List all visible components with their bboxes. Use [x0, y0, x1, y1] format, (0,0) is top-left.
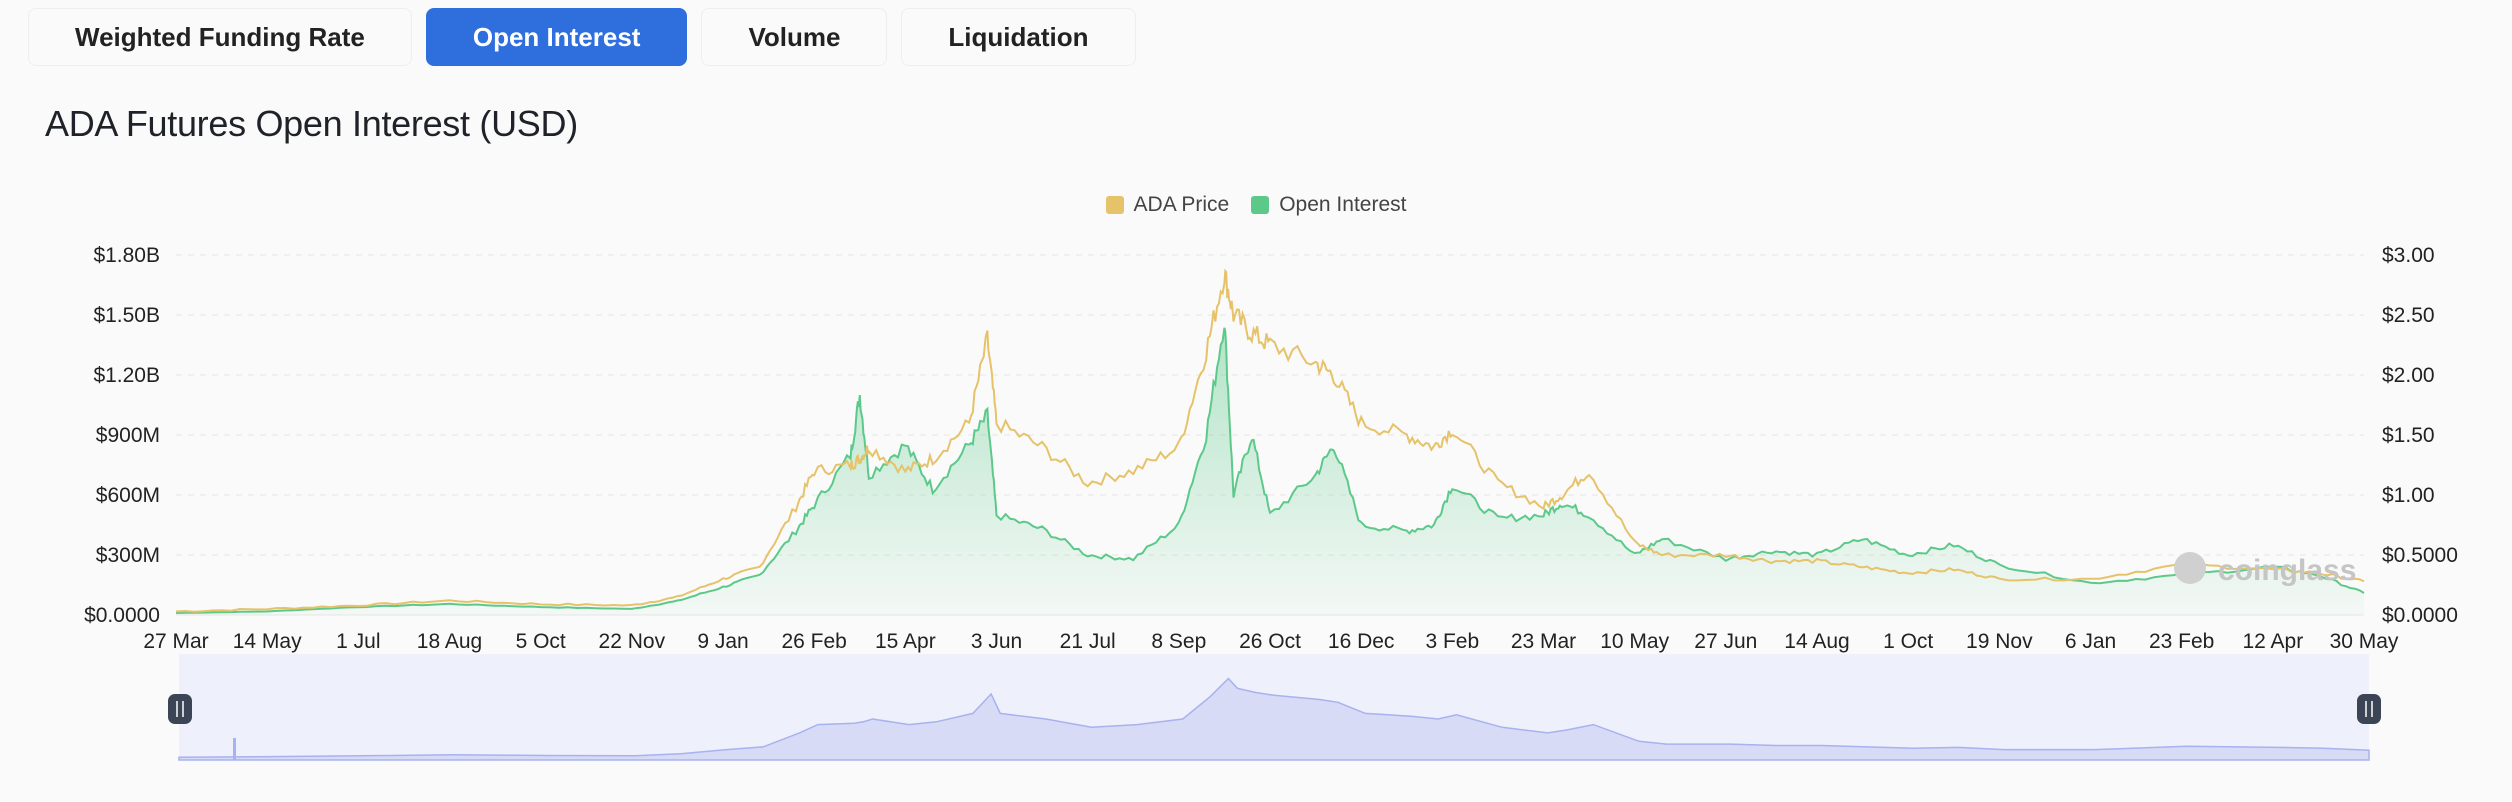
- x-tick-label: 10 May: [1600, 630, 1669, 653]
- x-tick-label: 21 Jul: [1060, 630, 1116, 653]
- x-tick-label: 26 Feb: [781, 630, 846, 653]
- y-left-tick-label: $1.20B: [93, 364, 160, 387]
- tab-weighted-funding-rate[interactable]: Weighted Funding Rate: [28, 8, 412, 66]
- navigator-right-handle[interactable]: [2357, 694, 2381, 724]
- y-left-tick-label: $600M: [96, 484, 160, 507]
- navigator-gap-marker: [233, 738, 236, 760]
- chart-title: ADA Futures Open Interest (USD): [45, 103, 578, 144]
- navigator-left-handle[interactable]: [168, 694, 192, 724]
- x-tick-label: 23 Mar: [1511, 630, 1576, 653]
- tab-volume[interactable]: Volume: [701, 8, 888, 66]
- x-tick-label: 14 May: [233, 630, 302, 653]
- y-right-tick-label: $0.0000: [2382, 604, 2458, 627]
- x-tick-label: 8 Sep: [1151, 630, 1206, 653]
- tab-open-interest[interactable]: Open Interest: [425, 8, 688, 66]
- y-left-tick-label: $1.80B: [93, 244, 160, 267]
- x-tick-label: 15 Apr: [875, 630, 936, 653]
- x-tick-label: 18 Aug: [417, 630, 482, 653]
- tab-liquidation[interactable]: Liquidation: [901, 8, 1136, 66]
- x-tick-label: 26 Oct: [1239, 630, 1301, 653]
- legend-label-price: ADA Price: [1133, 193, 1230, 216]
- y-right-tick-label: $0.5000: [2382, 544, 2458, 567]
- legend-label-open-interest: Open Interest: [1279, 193, 1407, 216]
- y-right-tick-label: $2.50: [2382, 304, 2435, 327]
- watermark: coinglass: [2174, 552, 2356, 587]
- watermark-logo-icon: [2174, 552, 2206, 584]
- y-left-tick-label: $300M: [96, 544, 160, 567]
- y-axis-left: $0.0000 $300M $600M $900M $1.20B $1.50B $1.80B: [84, 244, 160, 627]
- x-tick-label: 30 May: [2330, 630, 2399, 653]
- y-right-tick-label: $1.50: [2382, 424, 2435, 447]
- legend-swatch-price: [1105, 196, 1124, 214]
- x-tick-label: 6 Jan: [2065, 630, 2116, 653]
- x-tick-label: 9 Jan: [697, 630, 748, 653]
- x-tick-label: 5 Oct: [516, 630, 566, 653]
- chart-tabs: Weighted Funding Rate Open Interest Volume…: [28, 8, 1136, 66]
- x-tick-label: 16 Dec: [1328, 630, 1395, 653]
- x-tick-label: 23 Feb: [2149, 630, 2214, 653]
- x-tick-label: 22 Nov: [599, 630, 666, 653]
- y-right-tick-label: $2.00: [2382, 364, 2435, 387]
- x-tick-label: 19 Nov: [1966, 630, 2033, 653]
- x-tick-label: 3 Jun: [971, 630, 1022, 653]
- x-tick-label: 27 Mar: [143, 630, 208, 653]
- y-left-tick-label: $900M: [96, 424, 160, 447]
- open-interest-area: [176, 327, 2364, 615]
- x-tick-label: 1 Oct: [1883, 630, 1933, 653]
- x-tick-label: 27 Jun: [1694, 630, 1757, 653]
- legend-swatch-open-interest: [1251, 196, 1270, 214]
- navigator-area: [178, 677, 2370, 761]
- y-right-tick-label: $3.00: [2382, 244, 2435, 267]
- y-axis-right: $0.0000 $0.5000 $1.00 $1.50 $2.00 $2.50 $3.00: [2382, 244, 2458, 627]
- ada-price-line: [175, 268, 2365, 613]
- open-interest-line: [175, 327, 2365, 614]
- x-tick-label: 3 Feb: [1425, 630, 1479, 653]
- watermark-text: coinglass: [2218, 554, 2356, 587]
- y-left-tick-label: $1.50B: [93, 304, 160, 327]
- range-navigator[interactable]: [168, 654, 2381, 761]
- x-tick-label: 12 Apr: [2242, 630, 2303, 653]
- x-tick-label: 14 Aug: [1784, 630, 1849, 653]
- x-axis: 27 Mar 14 May 1 Jul 18 Aug 5 Oct 22 Nov 9 Jan 2…: [143, 630, 2399, 653]
- y-right-tick-label: $1.00: [2382, 484, 2435, 507]
- chart-legend: ADA Price Open Interest: [0, 193, 2512, 217]
- legend-item-open-interest[interactable]: Open Interest: [1251, 193, 1406, 217]
- y-left-tick-label: $0.0000: [84, 604, 160, 627]
- legend-item-price[interactable]: ADA Price: [1105, 193, 1230, 217]
- x-tick-label: 1 Jul: [336, 630, 380, 653]
